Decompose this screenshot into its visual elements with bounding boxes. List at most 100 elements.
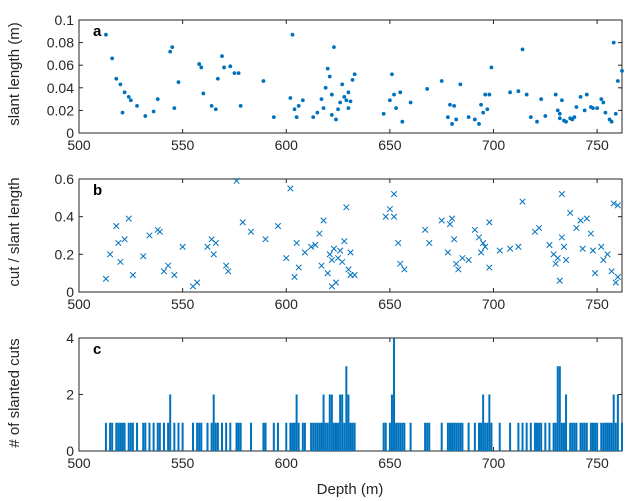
data-point <box>325 66 330 71</box>
data-point <box>601 100 606 105</box>
histogram-bar <box>596 422 599 451</box>
x-tick-label: 700 <box>482 137 506 153</box>
x-tick-label: 700 <box>482 296 506 312</box>
histogram-bar <box>606 422 609 451</box>
histogram-bar <box>334 422 337 451</box>
histogram-bar <box>575 422 578 451</box>
histogram-bar <box>569 422 572 451</box>
data-point-x <box>164 262 172 269</box>
histogram-bar <box>451 422 454 451</box>
histogram-bar <box>604 422 607 451</box>
data-point-x <box>475 234 483 241</box>
histogram-bar <box>324 422 327 451</box>
data-point-x <box>222 262 230 269</box>
histogram-bar <box>293 422 296 451</box>
data-point <box>609 119 614 124</box>
histogram-bar <box>351 422 354 451</box>
data-point-x <box>390 213 398 220</box>
histogram-bar <box>558 366 561 451</box>
histogram-bar <box>353 422 356 451</box>
y-tick-label: 0.4 <box>55 209 75 225</box>
histogram-bar <box>343 422 346 451</box>
histogram-bar <box>127 422 130 451</box>
data-point <box>344 98 349 103</box>
data-point-x <box>486 264 493 271</box>
histogram-bar <box>347 394 350 451</box>
histogram-bar <box>272 422 275 451</box>
histogram-bar <box>119 422 122 451</box>
data-point <box>520 47 525 52</box>
data-point <box>400 119 405 124</box>
data-point-x <box>604 251 611 258</box>
x-tick-label: 500 <box>67 137 91 153</box>
y-tick-label: 0.2 <box>55 246 75 262</box>
data-point <box>215 76 220 81</box>
data-point-x <box>506 245 514 252</box>
data-point <box>595 106 600 111</box>
histogram-bar <box>390 394 393 451</box>
histogram-bar <box>310 422 313 451</box>
histogram-bar <box>594 422 597 451</box>
data-point <box>122 90 127 95</box>
histogram-bar <box>314 422 317 451</box>
data-point-x <box>446 221 454 228</box>
data-point <box>508 90 512 95</box>
data-point <box>446 115 450 120</box>
x-tick-label: 550 <box>171 137 195 153</box>
data-point <box>557 116 562 121</box>
data-point-x <box>465 256 472 264</box>
histogram-bar <box>109 422 112 451</box>
panel-letter: b <box>93 182 102 199</box>
data-point <box>168 49 173 54</box>
y-tick-label: 0.1 <box>55 12 75 28</box>
y-tick-label: 0 <box>66 443 74 459</box>
histogram-bar <box>382 422 385 451</box>
histogram-bar <box>148 422 151 451</box>
histogram-bar <box>562 422 565 451</box>
histogram-bar <box>142 422 145 451</box>
histogram-bar <box>455 422 458 451</box>
x-tick-label: 600 <box>275 137 299 153</box>
x-tick-label: 600 <box>275 296 299 312</box>
data-point-x <box>320 217 327 224</box>
histogram-bar <box>395 422 398 451</box>
data-point-x <box>146 232 153 239</box>
histogram-bar <box>262 422 265 451</box>
histogram-bar <box>341 394 344 451</box>
data-point-x <box>140 253 147 260</box>
data-point <box>294 115 299 120</box>
plot-frame-a <box>78 19 623 134</box>
data-point-x <box>125 215 132 222</box>
data-point-x <box>448 215 456 222</box>
data-point-x <box>546 241 553 249</box>
data-point <box>315 110 320 115</box>
panel-b-ylabel: cut / slant length <box>6 177 23 286</box>
data-point-x <box>156 228 163 235</box>
x-tick-label: 750 <box>585 137 609 153</box>
histogram-bar <box>529 422 532 451</box>
histogram-bar <box>589 422 592 451</box>
histogram-bar <box>616 394 619 451</box>
data-point-x <box>455 266 462 273</box>
data-point <box>452 103 457 108</box>
data-point <box>213 107 218 112</box>
data-point <box>170 45 175 50</box>
data-point-x <box>535 224 543 232</box>
histogram-bar <box>173 422 176 451</box>
data-point-x <box>287 185 294 192</box>
data-point <box>564 119 568 124</box>
histogram-bar <box>473 422 476 451</box>
histogram-bar <box>312 422 315 451</box>
histogram-bar <box>581 422 584 451</box>
histogram-bar <box>144 422 147 451</box>
data-point <box>319 97 324 101</box>
data-point-x <box>562 256 570 264</box>
panel-letter: a <box>93 23 102 40</box>
histogram-bar <box>214 422 217 451</box>
histogram-bar <box>216 422 219 451</box>
data-point-x <box>479 239 487 247</box>
data-point <box>118 82 123 87</box>
data-point-x <box>193 279 201 286</box>
data-point <box>172 106 177 111</box>
